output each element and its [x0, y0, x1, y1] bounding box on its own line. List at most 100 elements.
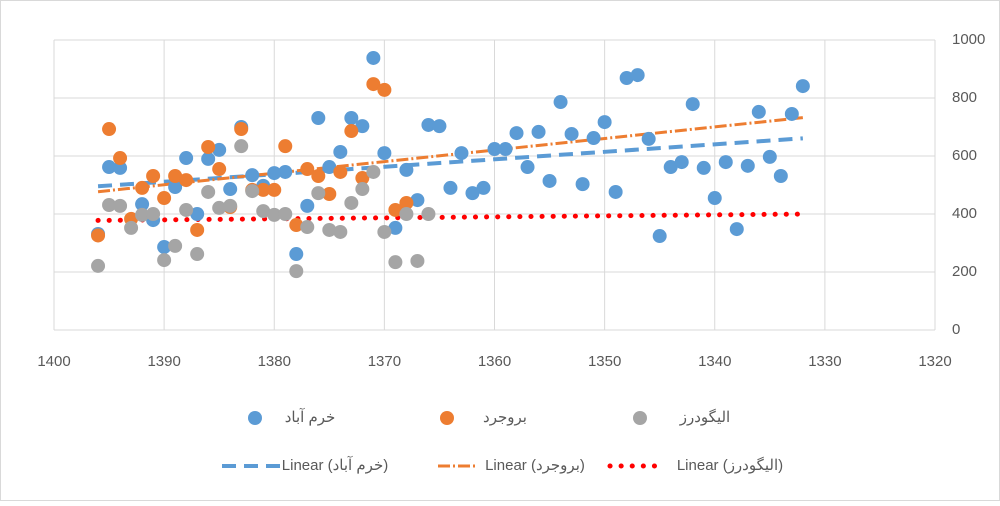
point — [520, 160, 535, 175]
point — [168, 169, 183, 184]
point — [322, 222, 337, 237]
point — [597, 115, 612, 130]
legend-label: بروجرد — [483, 409, 527, 426]
point — [179, 173, 194, 188]
point — [355, 182, 370, 197]
point — [652, 229, 667, 244]
point — [223, 198, 238, 213]
point — [421, 117, 436, 132]
point — [608, 184, 623, 199]
point — [278, 207, 293, 221]
legend-label: الیگودرز — [679, 408, 730, 426]
point — [740, 158, 755, 173]
point — [498, 142, 513, 157]
point — [575, 177, 590, 192]
point — [190, 247, 205, 262]
point — [234, 122, 249, 137]
legend-label: Linear (بروجرد) — [485, 457, 585, 474]
point — [509, 126, 524, 141]
point — [333, 164, 348, 179]
point — [377, 82, 392, 97]
point — [399, 162, 414, 177]
point — [201, 140, 216, 155]
point — [344, 111, 359, 126]
point — [762, 149, 777, 164]
point — [146, 169, 161, 184]
point — [674, 155, 689, 170]
point — [311, 186, 326, 201]
y-tick-label: 800 — [952, 89, 977, 106]
point — [366, 77, 381, 92]
point — [773, 169, 788, 184]
point — [168, 238, 183, 253]
point — [619, 70, 634, 85]
point — [124, 220, 139, 235]
x-tick-label: 1320 — [918, 353, 951, 370]
point — [102, 198, 117, 213]
x-tick-label: 1390 — [147, 353, 180, 370]
point — [454, 146, 469, 161]
point — [388, 202, 403, 217]
trendline — [97, 116, 804, 194]
point — [135, 207, 150, 222]
point — [399, 195, 414, 210]
point — [201, 151, 216, 166]
point — [157, 253, 172, 268]
point — [553, 95, 568, 110]
point — [256, 182, 271, 197]
point — [278, 164, 293, 179]
point — [245, 184, 260, 199]
point — [366, 50, 381, 65]
point — [388, 255, 403, 270]
point — [377, 224, 392, 239]
point — [685, 97, 700, 112]
point — [366, 164, 381, 179]
point — [102, 160, 117, 175]
point — [113, 198, 128, 213]
point — [630, 68, 645, 83]
point — [542, 173, 557, 188]
point — [421, 207, 436, 221]
point — [113, 160, 128, 175]
point — [355, 171, 370, 186]
point — [707, 191, 722, 206]
point — [432, 119, 447, 134]
point — [91, 228, 106, 243]
point — [718, 155, 733, 170]
point — [190, 207, 205, 221]
point — [729, 222, 744, 237]
point — [795, 79, 810, 94]
point — [179, 202, 194, 217]
point — [113, 151, 128, 166]
point — [476, 180, 491, 195]
point — [256, 204, 271, 219]
point — [322, 160, 337, 175]
point — [267, 207, 282, 222]
point — [289, 264, 304, 279]
point — [751, 104, 766, 119]
point — [641, 131, 656, 146]
legend-marker — [440, 411, 454, 425]
point — [344, 195, 359, 210]
point — [157, 191, 172, 206]
point — [245, 168, 260, 183]
point — [333, 224, 348, 239]
point — [157, 240, 172, 255]
point — [333, 144, 348, 159]
point — [278, 139, 293, 154]
x-tick-label: 1360 — [478, 353, 511, 370]
point — [311, 111, 326, 126]
legend-label: خرم آباد — [285, 408, 336, 426]
legend-label: Linear (الیگودرز) — [677, 456, 783, 474]
y-tick-label: 1000 — [952, 31, 985, 48]
point — [663, 160, 678, 175]
legend-marker — [633, 411, 647, 425]
point — [146, 207, 161, 221]
x-tick-label: 1380 — [258, 353, 291, 370]
point — [443, 180, 458, 195]
point — [168, 180, 183, 195]
point — [267, 182, 282, 197]
point — [311, 169, 326, 184]
point — [289, 218, 304, 233]
